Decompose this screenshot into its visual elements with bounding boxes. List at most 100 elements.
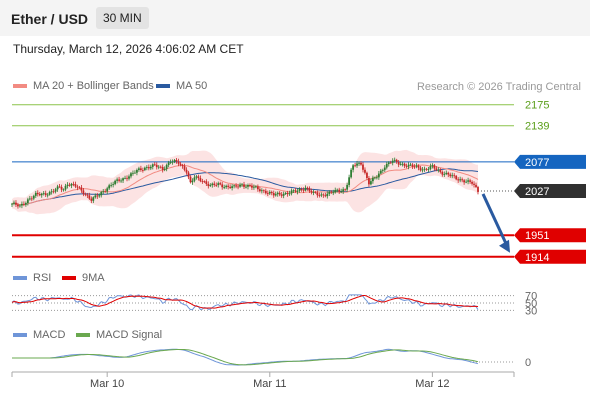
candle-body [266,193,269,195]
time-tick-label: Mar 10 [90,378,124,390]
candle-body [344,189,347,191]
candle-body [241,184,243,186]
candle-body [44,193,47,196]
candle-body [306,187,309,189]
candle-body [88,195,91,199]
candle-body [425,168,428,170]
candle-body [290,190,293,194]
candle-body [235,185,237,187]
candle-body [348,177,351,185]
macd-signal-line [12,349,479,366]
candle-body [375,177,378,179]
candle-body [116,179,118,181]
rsi-level-label-50: 50 [525,298,537,310]
candle-body [195,176,198,178]
candle-body [308,188,311,192]
candle-body [50,191,53,193]
candle-body [415,165,418,167]
candle-body [100,192,103,196]
rsi-legend-label: RSI [33,272,52,284]
forecast-arrow-layer [481,193,510,253]
candle-body [304,187,307,191]
candle-body [340,191,343,193]
candle-body [34,192,37,196]
candle-body [247,184,249,187]
candle-body [181,165,184,167]
level-tag-1951 [514,228,586,243]
candle-body [326,193,329,197]
candle-body [189,176,192,183]
candle-body [64,185,67,190]
candle-body [377,173,380,178]
candle-body [296,190,299,192]
candle-body [338,189,341,192]
candle-body [30,198,33,200]
candle-body [104,191,107,193]
candle-body [84,193,87,195]
candle-body [136,169,138,173]
rsi-ma-legend-label: 9MA [82,272,105,284]
candle-body [356,163,358,166]
candle-body [443,173,446,175]
candle-body [255,186,257,188]
candle-body [270,191,273,194]
candle-body [391,160,394,163]
candle-body [24,203,27,205]
timeframe-badge[interactable]: 30 MIN [96,7,149,29]
candle-body [60,186,63,190]
candle-body [175,160,178,162]
candle-body [124,177,126,179]
candle-body [312,192,315,193]
candle-body [258,189,261,192]
macd-zero-label: 0 [525,357,531,369]
candle-body [262,190,265,192]
candle-body [225,185,228,188]
candle-body [358,162,360,164]
candle-body [13,202,15,204]
candle-body [207,183,210,187]
candle-body [217,183,220,185]
research-credit: Research © 2026 Trading Central [416,81,581,93]
candle-body [183,166,186,170]
candle-body [401,163,404,165]
candle-body [173,160,176,162]
candle-body [449,174,452,177]
level-label-1914: 1914 [525,252,549,264]
candle-body [411,164,414,167]
candle-body [243,184,245,187]
candle-body [316,192,319,196]
candle-body [272,193,275,196]
candle-body [223,187,226,188]
candle-body [52,191,55,193]
candle-body [447,172,450,175]
candle-body [457,179,460,181]
ma50-legend-label: MA 50 [176,80,208,92]
candle-body [159,166,162,168]
candle-body [379,170,382,174]
datetime-label: Thursday, March 12, 2026 4:06:02 AM CET [13,42,244,56]
candle-body [138,168,140,170]
candle-body [219,183,222,185]
candle-body [40,193,43,196]
candle-body [399,164,402,165]
candle-body [187,172,190,177]
time-axis: Mar 10 Mar 11 Mar 12 [11,371,515,390]
candle-body [90,198,93,201]
candles-layer [11,157,479,209]
candle-body [118,179,120,181]
candle-body [417,165,420,168]
ma20-legend-label: MA 20 + Bollinger Bands [33,80,154,92]
candle-body [300,189,303,190]
candle-body [298,189,301,191]
candle-body [354,165,356,167]
candle-body [177,161,180,164]
candle-body [153,164,156,166]
rsi-line [11,294,479,311]
candle-body [233,185,235,187]
candle-body [215,184,218,186]
candle-body [58,186,61,188]
ma20-line [11,164,479,206]
candle-body [74,184,77,187]
candle-body [26,199,29,204]
candle-body [330,191,333,193]
